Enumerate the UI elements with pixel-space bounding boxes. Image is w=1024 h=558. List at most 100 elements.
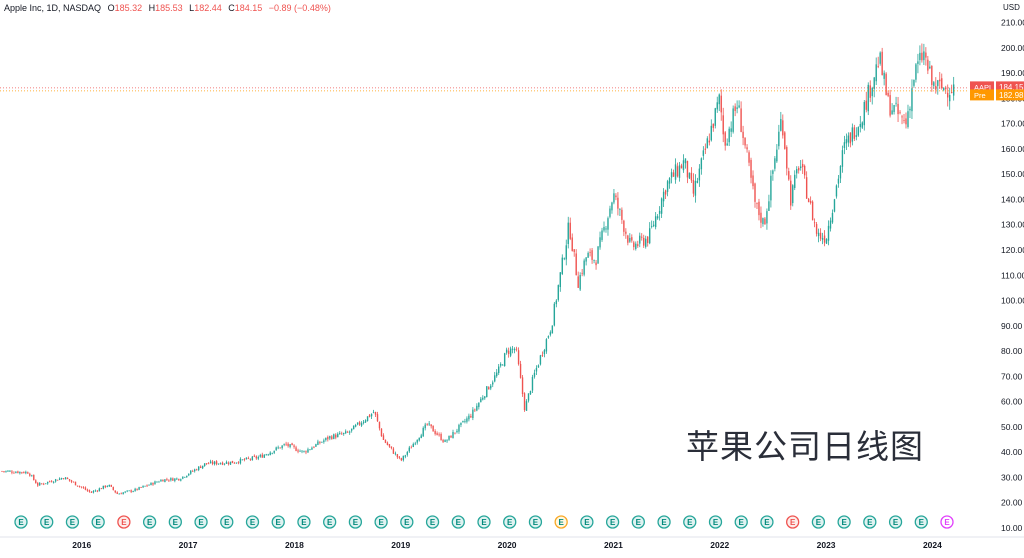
candle-body — [456, 430, 458, 433]
earnings-icon[interactable]: E — [91, 515, 105, 529]
candle-body — [533, 372, 536, 377]
earnings-icon[interactable]: E — [65, 515, 80, 529]
candle-body — [235, 462, 238, 464]
candle-body — [134, 488, 136, 491]
candle-body — [253, 455, 256, 457]
candle-body — [347, 431, 349, 433]
candle-body — [597, 246, 599, 264]
candle-body — [897, 103, 899, 115]
earnings-icon-bg — [477, 515, 491, 529]
earnings-icon[interactable]: E — [117, 515, 131, 529]
candle-body — [277, 447, 279, 449]
earnings-icon[interactable]: E — [528, 515, 543, 529]
earnings-icon[interactable]: E — [580, 515, 594, 529]
candle-body — [575, 253, 577, 276]
candle-body — [372, 412, 375, 414]
earnings-icon-label: E — [430, 518, 436, 527]
candle-body — [678, 165, 681, 178]
earnings-icon[interactable]: E — [863, 515, 877, 529]
candle-body — [37, 483, 39, 486]
earnings-icon-label: E — [661, 518, 667, 527]
earnings-icon[interactable]: E — [786, 515, 800, 529]
earnings-icon[interactable]: E — [14, 515, 28, 529]
earnings-icon[interactable]: E — [245, 515, 260, 529]
candle-body — [742, 131, 744, 138]
earnings-icon[interactable]: E — [605, 515, 620, 529]
earnings-icon[interactable]: E — [683, 515, 697, 529]
earnings-icon[interactable]: E — [297, 515, 311, 529]
x-tick-label: 2022 — [710, 540, 729, 550]
earnings-icon-label: E — [739, 518, 745, 527]
earnings-icon[interactable]: E — [631, 515, 645, 529]
candle-body — [543, 350, 546, 355]
candle-body — [11, 471, 13, 473]
candle-body — [180, 479, 182, 481]
candle-body — [249, 458, 252, 460]
candle-body — [929, 66, 931, 69]
candle-body — [160, 479, 162, 482]
candle-body — [696, 180, 699, 183]
candle-body — [523, 393, 526, 411]
earnings-icon[interactable]: E — [220, 515, 234, 529]
candle-body — [833, 199, 836, 212]
earnings-icon[interactable]: E — [323, 515, 337, 529]
candle-body — [909, 108, 911, 111]
earnings-icon[interactable]: E — [271, 515, 285, 529]
candle-body — [305, 451, 307, 453]
candle-body — [41, 483, 43, 485]
candle-body — [551, 325, 554, 334]
earnings-icon[interactable]: E — [40, 515, 54, 529]
earnings-icon-label: E — [687, 518, 693, 527]
candle-body — [875, 64, 877, 82]
earnings-icon[interactable]: E — [554, 515, 568, 529]
earnings-icon[interactable]: E — [400, 515, 414, 529]
candle-body — [801, 163, 804, 168]
earnings-icon[interactable]: E — [142, 515, 157, 529]
earnings-icon[interactable]: E — [477, 515, 491, 529]
candle-body — [331, 436, 333, 440]
candle-body — [261, 454, 263, 458]
candle-body — [549, 332, 552, 335]
earnings-icon-bg — [580, 515, 594, 529]
candle-body — [537, 365, 540, 368]
earnings-icon[interactable]: E — [940, 515, 954, 529]
earnings-icon-bg — [528, 515, 543, 529]
earnings-icon[interactable]: E — [811, 515, 826, 529]
earnings-icon-label: E — [790, 518, 796, 527]
symbol-info: Apple Inc, 1D, NASDAQ — [4, 3, 102, 13]
candle-body — [899, 112, 901, 114]
candle-body — [571, 237, 573, 251]
candle-body — [100, 488, 103, 490]
earnings-icon[interactable]: E — [451, 515, 465, 529]
earnings-icon[interactable]: E — [503, 515, 517, 529]
candle-body — [595, 262, 597, 266]
earnings-icon[interactable]: E — [837, 515, 851, 529]
candle-body — [408, 447, 411, 452]
earnings-icon[interactable]: E — [348, 515, 363, 529]
earnings-icon[interactable]: E — [168, 515, 182, 529]
earnings-icon[interactable]: E — [708, 515, 723, 529]
earnings-icon[interactable]: E — [760, 515, 774, 529]
earnings-icon[interactable]: E — [194, 515, 208, 529]
candle-body — [907, 111, 909, 127]
y-tick-label: 100.00 — [1001, 296, 1024, 306]
earnings-icon[interactable]: E — [914, 515, 928, 529]
candle-body — [58, 478, 61, 480]
candle-body — [158, 481, 160, 483]
candle-body — [625, 231, 627, 234]
candle-body — [120, 493, 122, 495]
candle-body — [950, 91, 953, 93]
earnings-icon-bg — [142, 515, 157, 529]
candle-body — [513, 349, 516, 351]
earnings-icon[interactable]: E — [734, 515, 748, 529]
candle-body — [643, 237, 645, 246]
earnings-icon[interactable]: E — [425, 515, 440, 529]
earnings-icon[interactable]: E — [374, 515, 388, 529]
earnings-icon[interactable]: E — [888, 515, 903, 529]
earnings-icon[interactable]: E — [657, 515, 671, 529]
earnings-icon-bg — [837, 515, 851, 529]
candle-body — [104, 485, 107, 488]
candle-body — [293, 445, 295, 447]
